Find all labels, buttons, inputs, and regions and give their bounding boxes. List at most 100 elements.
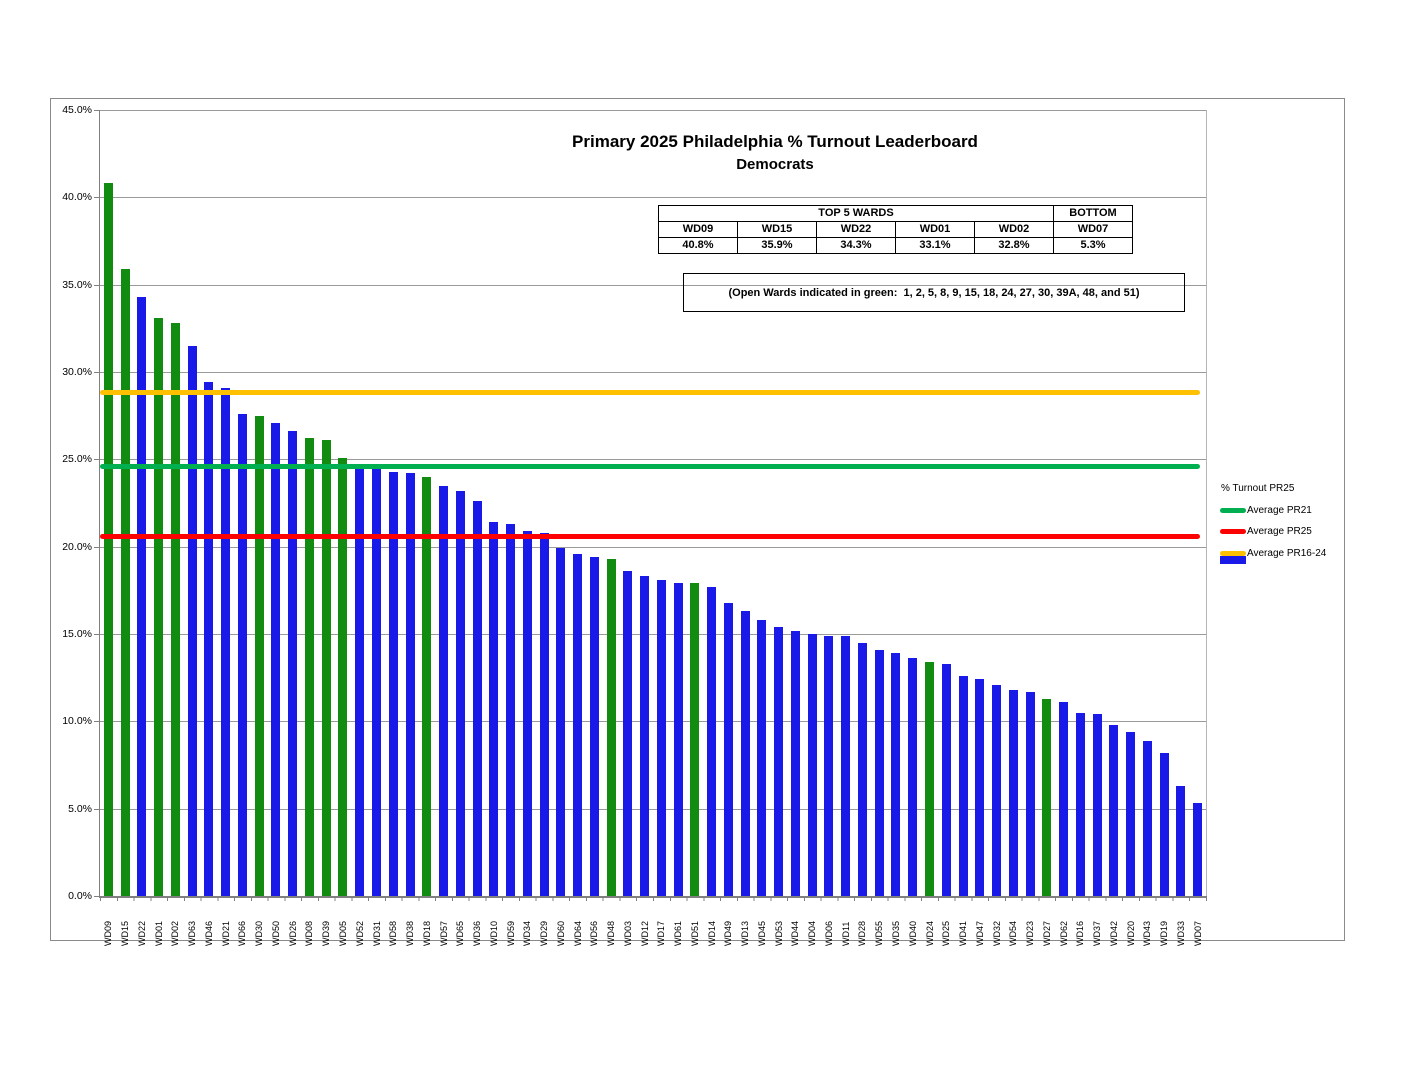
- x-axis-label-WD33: WD33: [1175, 920, 1186, 946]
- bar-WD65: [455, 490, 465, 896]
- x-axis-label-WD46: WD46: [203, 920, 214, 946]
- x-axis-label-WD14: WD14: [706, 920, 717, 946]
- bar-WD50: [271, 422, 281, 896]
- x-axis-label-WD36: WD36: [472, 920, 483, 946]
- x-axis-label-WD37: WD37: [1092, 920, 1103, 946]
- value-cell: 35.9%: [737, 237, 817, 254]
- y-axis-tick-label: 25.0%: [62, 453, 92, 466]
- table-header-row: TOP 5 WARDS BOTTOM: [658, 205, 1133, 222]
- ward-cell: WD01: [895, 221, 975, 238]
- bar-WD52: [355, 468, 365, 896]
- y-axis-tick-label: 30.0%: [62, 366, 92, 378]
- x-axis-label-WD18: WD18: [421, 920, 432, 946]
- x-axis-label-WD58: WD58: [388, 920, 399, 946]
- x-axis-label-WD11: WD11: [840, 921, 851, 946]
- bar-WD48: [606, 558, 616, 896]
- x-axis-label-WD40: WD40: [907, 920, 918, 946]
- value-cell: 40.8%: [658, 237, 738, 254]
- bar-WD51: [690, 583, 700, 896]
- bar-WD11: [841, 635, 851, 896]
- x-axis-label-WD42: WD42: [1108, 920, 1119, 946]
- bar-WD32: [992, 684, 1002, 896]
- bar-WD37: [1092, 714, 1102, 896]
- average-pr25-line: [100, 533, 1200, 539]
- bar-WD49: [723, 602, 733, 896]
- bar-WD43: [1142, 740, 1152, 896]
- x-axis-label-WD39: WD39: [321, 920, 332, 946]
- bar-WD63: [187, 345, 197, 896]
- x-axis-label-WD57: WD57: [438, 920, 449, 946]
- average-pr21-swatch-icon: [1220, 507, 1246, 513]
- bar-WD25: [941, 663, 951, 896]
- x-axis-label-WD07: WD07: [1192, 920, 1203, 946]
- bar-WD23: [1025, 691, 1035, 896]
- bar-WD47: [975, 679, 985, 896]
- bar-WD24: [925, 661, 934, 896]
- bar-WD29: [539, 532, 549, 896]
- x-axis-label-WD45: WD45: [756, 920, 767, 946]
- bar-WD45: [757, 620, 767, 896]
- value-cell: 5.3%: [1053, 237, 1133, 254]
- bar-WD40: [908, 658, 918, 896]
- x-axis-label-WD63: WD63: [187, 920, 198, 946]
- x-axis-label-WD21: WD21: [220, 920, 231, 946]
- x-axis-label-WD22: WD22: [136, 920, 147, 946]
- bar-WD17: [656, 579, 666, 896]
- bar-WD12: [640, 576, 650, 896]
- open-wards-note: (Open Wards indicated in green: 1, 2, 5,…: [683, 273, 1185, 312]
- legend-item-average-pr21: Average PR21: [1220, 500, 1342, 522]
- y-axis-tick: [94, 372, 100, 373]
- y-axis-tick-label: 45.0%: [62, 104, 92, 116]
- x-axis-label-WD60: WD60: [555, 920, 566, 946]
- y-axis-tick-label: 15.0%: [62, 628, 92, 640]
- ward-cell: WD15: [737, 221, 817, 238]
- plot-area: 0.0% 5.0% 10.0% 15.0% 20.0% 25.0% 30.0% 35.0% 40…: [62, 104, 1207, 946]
- bar-WD08: [304, 438, 314, 896]
- x-axis-label-WD15: WD15: [120, 920, 131, 946]
- x-axis-label-WD49: WD49: [723, 920, 734, 946]
- x-axis-label-WD24: WD24: [924, 920, 935, 946]
- bar-WD20: [1126, 731, 1136, 896]
- x-axis-label-WD13: WD13: [740, 920, 751, 946]
- x-axis-label-WD43: WD43: [1142, 920, 1153, 946]
- x-axis-label-WD35: WD35: [890, 920, 901, 946]
- value-cell: 33.1%: [895, 237, 975, 254]
- x-axis-label-WD55: WD55: [874, 920, 885, 946]
- x-axis-label-WD20: WD20: [1125, 920, 1136, 946]
- bottom-header-cell: BOTTOM: [1053, 205, 1133, 222]
- x-axis-label-WD61: WD61: [673, 920, 684, 946]
- average-pr21-line: [100, 463, 1200, 469]
- bar-WD19: [1159, 752, 1169, 896]
- chart-title: Primary 2025 Philadelphia % Turnout Lead…: [572, 132, 978, 151]
- bar-WD41: [958, 675, 968, 896]
- gridline: [100, 372, 1206, 373]
- x-axis-label-WD54: WD54: [1008, 920, 1019, 946]
- bar-WD22: [137, 296, 147, 896]
- x-axis-label-WD51: WD51: [689, 920, 700, 946]
- average-pr16-24-swatch-icon: [1220, 550, 1246, 556]
- legend-item-turnout-pr25: % Turnout PR25: [1220, 478, 1342, 564]
- y-axis-tick: [94, 808, 100, 810]
- legend-label: Average PR21: [1247, 504, 1312, 516]
- bar-WD39: [321, 440, 331, 896]
- y-axis-tick-label: 5.0%: [68, 802, 92, 815]
- average-pr25-swatch-icon: [1220, 529, 1246, 535]
- bar-WD05: [338, 457, 348, 896]
- bar-WD03: [623, 571, 633, 896]
- chart-title-block: Primary 2025 Philadelphia % Turnout Lead…: [475, 129, 1075, 176]
- gridline: [100, 634, 1206, 635]
- x-axis-label-WD10: WD10: [488, 920, 499, 946]
- x-axis-label-WD30: WD30: [254, 920, 265, 946]
- bar-WD30: [254, 415, 264, 896]
- ward-cell: WD02: [974, 221, 1054, 238]
- ward-cell: WD22: [816, 221, 896, 238]
- gridline: [100, 110, 1206, 111]
- bar-WD61: [673, 583, 683, 896]
- gridline: [100, 284, 1206, 286]
- x-axis-label-WD41: WD41: [958, 920, 968, 946]
- bar-WD21: [221, 387, 231, 896]
- bar-WD13: [740, 611, 750, 896]
- x-axis-label-WD64: WD64: [572, 920, 583, 946]
- bar-WD31: [372, 468, 381, 896]
